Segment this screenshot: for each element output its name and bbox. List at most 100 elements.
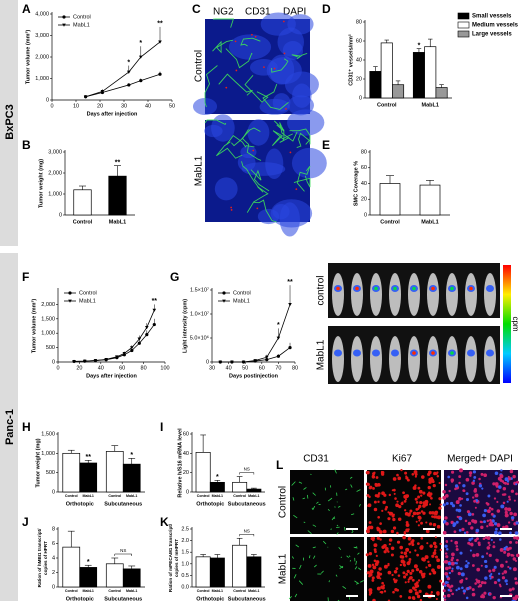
cell — [497, 578, 501, 582]
bar — [209, 557, 225, 588]
y-tick-label: 60 — [361, 165, 367, 171]
x-tick-label: 20 — [97, 103, 103, 109]
cell — [366, 571, 371, 575]
nucleus-region — [214, 177, 238, 201]
cell — [495, 484, 499, 488]
y-tick-label: 0 — [364, 212, 367, 218]
cell — [365, 553, 369, 557]
cell — [471, 564, 475, 567]
marker — [265, 358, 269, 362]
cell — [488, 574, 492, 578]
series-line — [220, 304, 291, 363]
mouse — [332, 336, 344, 382]
cell — [426, 542, 429, 545]
cell — [418, 519, 421, 522]
cell — [418, 569, 423, 574]
cell — [462, 589, 467, 593]
cell — [415, 568, 420, 572]
cell — [403, 551, 408, 556]
cell — [407, 536, 412, 541]
bar — [105, 563, 124, 588]
scale-bar — [346, 528, 358, 530]
cell — [404, 509, 407, 512]
legend-label: Large vessels — [472, 32, 512, 38]
nucleus-region — [284, 71, 319, 98]
panel-letter: C — [192, 2, 201, 16]
cell — [502, 487, 507, 491]
cell — [412, 486, 417, 490]
significance: ** — [157, 21, 163, 28]
cell — [394, 587, 398, 592]
vessel — [204, 65, 218, 108]
bar-label: Control — [233, 494, 246, 498]
cell — [408, 589, 413, 594]
cell — [438, 506, 442, 510]
marker — [130, 348, 134, 353]
vessel — [334, 469, 337, 474]
vessel — [351, 531, 354, 534]
cell — [504, 493, 507, 496]
cell — [405, 528, 410, 533]
vessel — [336, 524, 339, 527]
cell — [461, 527, 465, 531]
bar — [122, 463, 141, 493]
mouse — [351, 273, 363, 316]
vessel — [308, 555, 311, 559]
cell — [471, 513, 475, 516]
cell — [404, 494, 409, 499]
cell — [420, 521, 423, 525]
marker — [72, 360, 76, 364]
mouse — [465, 336, 477, 382]
cell — [499, 585, 502, 588]
cell — [432, 541, 437, 546]
cell — [481, 555, 485, 559]
cell — [402, 535, 406, 540]
cell — [436, 592, 440, 596]
cell — [492, 482, 496, 486]
pericyte — [230, 209, 233, 211]
x-axis-label: Days after injection — [87, 111, 138, 117]
row-label: control — [316, 275, 327, 305]
cell — [372, 598, 376, 601]
cell — [383, 550, 387, 554]
bracket — [239, 472, 255, 475]
x-tick-label: Control — [73, 219, 93, 225]
cell — [499, 538, 502, 541]
vessel — [357, 567, 362, 571]
cell — [514, 577, 518, 581]
cell — [483, 473, 488, 478]
cell — [417, 506, 421, 509]
mouse — [351, 336, 363, 382]
cell — [476, 537, 479, 541]
cell — [371, 563, 375, 567]
cell — [504, 507, 508, 511]
cell — [416, 594, 421, 599]
vessel — [357, 552, 360, 555]
cell — [484, 576, 488, 580]
cell — [488, 569, 492, 573]
cell — [458, 497, 462, 501]
cell — [500, 469, 503, 472]
cell — [439, 579, 443, 583]
vessel — [212, 39, 234, 54]
vessel — [303, 521, 306, 523]
cell — [405, 547, 410, 552]
cell — [411, 539, 415, 543]
cell — [407, 580, 410, 583]
y-axis-label: Tumor weight (mg) — [35, 438, 41, 487]
cell — [427, 560, 430, 564]
vessel — [296, 165, 311, 192]
cell — [505, 583, 508, 586]
cell — [414, 549, 417, 552]
legend-marker — [62, 23, 66, 27]
section-label: BxPC3 — [4, 104, 16, 139]
cell — [429, 492, 433, 496]
cell — [369, 569, 374, 574]
cell — [420, 537, 424, 540]
cell — [480, 595, 484, 599]
cell — [458, 528, 462, 532]
vessel — [339, 565, 344, 569]
cell — [430, 591, 434, 594]
legend-marker — [222, 299, 226, 303]
cell — [393, 492, 396, 495]
